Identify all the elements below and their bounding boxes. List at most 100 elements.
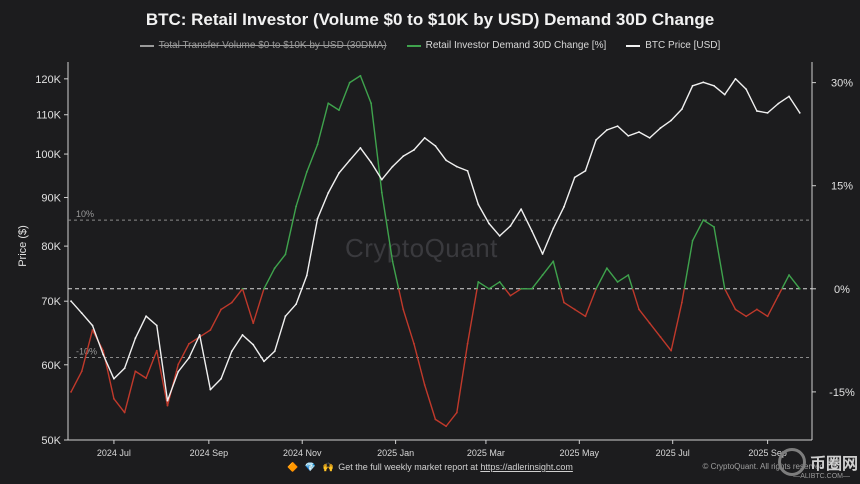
demand-point: [755, 308, 758, 311]
demand-segment: [252, 288, 265, 324]
price-point: [188, 357, 190, 359]
demand-segment: [397, 288, 404, 310]
demand-point: [220, 308, 222, 311]
price-point: [70, 300, 72, 303]
price-point: [198, 334, 201, 336]
demand-segment: [766, 294, 780, 317]
price-point: [402, 155, 405, 158]
demand-segment: [434, 418, 447, 427]
demand-point: [177, 363, 180, 366]
demand-segment: [627, 274, 634, 290]
demand-segment: [510, 288, 522, 297]
demand-segment: [734, 308, 747, 317]
demand-point: [509, 294, 512, 297]
price-point: [541, 253, 544, 255]
legend-swatch-btc-price: [626, 44, 641, 47]
price-point: [723, 93, 726, 96]
price-point: [766, 111, 769, 114]
demand-segment: [220, 301, 233, 311]
y-right-tick-label: 0%: [834, 284, 850, 296]
demand-segment: [649, 322, 662, 338]
price-point: [241, 334, 244, 336]
y-left-tick-label: 80K: [41, 241, 61, 253]
demand-point: [766, 315, 769, 318]
y-left-tick-label: 60K: [41, 360, 61, 372]
copyright-credit: © CryptoQuant. All rights reserved: [702, 462, 825, 471]
price-point: [509, 225, 512, 227]
demand-segment: [263, 267, 276, 290]
price-point: [134, 337, 137, 340]
demand-point: [284, 253, 287, 256]
price-point: [80, 312, 83, 315]
demand-point: [113, 397, 115, 400]
demand-point: [263, 287, 265, 290]
y-left-tick-label: 110K: [36, 110, 62, 122]
demand-segment: [541, 260, 554, 276]
demand-point: [134, 370, 137, 373]
x-tick-label: 2025 Jul: [656, 448, 690, 458]
demand-point: [659, 336, 662, 338]
demand-point: [295, 205, 297, 208]
price-point: [616, 125, 619, 128]
demand-point: [648, 322, 651, 325]
demand-segment: [381, 191, 394, 263]
legend-item-retail-demand[interactable]: Retail Investor Demand 30D Change [%]: [406, 40, 606, 51]
price-point: [145, 315, 147, 318]
demand-segment: [683, 240, 694, 289]
demand-segment: [595, 267, 608, 290]
price-point: [466, 169, 469, 172]
demand-segment: [123, 370, 137, 414]
price-point: [305, 274, 308, 277]
price-point: [220, 377, 222, 380]
demand-segment: [781, 274, 790, 290]
demand-point: [145, 377, 147, 380]
price-point: [713, 84, 715, 87]
price-point: [755, 110, 758, 112]
price-point: [563, 205, 565, 208]
x-tick-label: 2025 Sep: [748, 448, 787, 458]
price-point: [455, 165, 458, 168]
demand-segment: [466, 288, 478, 344]
demand-segment: [295, 171, 308, 208]
x-tick-label: 2024 Nov: [283, 448, 322, 458]
logo-subtext: —ALIBTC.COM—: [793, 473, 850, 480]
demand-point: [488, 287, 490, 290]
demand-segment: [552, 261, 562, 289]
price-point: [659, 127, 662, 129]
legend-item-transfer-volume[interactable]: Total Transfer Volume $0 to $10K by USD …: [139, 40, 387, 51]
footer-text: Get the full weekly market report at: [338, 462, 478, 472]
demand-segment: [81, 329, 94, 372]
y-left-tick-label: 90K: [41, 193, 61, 205]
demand-point: [209, 329, 212, 331]
price-point: [338, 172, 340, 174]
y-left-tick-label: 100K: [35, 149, 61, 161]
price-point: [348, 159, 351, 162]
demand-segment: [134, 370, 147, 379]
demand-point: [241, 287, 244, 290]
demand-point: [680, 301, 683, 304]
demand-segment: [504, 288, 511, 297]
demand-point: [348, 81, 351, 84]
demand-point: [691, 239, 694, 242]
y-right-tick-label: -15%: [829, 387, 855, 399]
chart-legend: Total Transfer Volume $0 to $10K by USD …: [0, 40, 860, 51]
demand-point: [230, 301, 233, 304]
price-point: [123, 367, 126, 370]
legend-item-btc-price[interactable]: BTC Price [USD]: [626, 40, 720, 51]
demand-point: [745, 315, 748, 318]
demand-segment: [391, 261, 400, 289]
price-point: [230, 350, 233, 353]
price-point: [680, 108, 683, 111]
footer-link[interactable]: https://adlerinsight.com: [480, 462, 573, 472]
price-point: [530, 230, 533, 232]
demand-point: [70, 390, 72, 393]
demand-segment: [177, 343, 190, 366]
demand-segment: [241, 288, 254, 324]
demand-point: [702, 219, 705, 221]
y-right-tick-label: 15%: [831, 181, 853, 193]
demand-point: [563, 301, 565, 304]
demand-segment: [616, 274, 629, 283]
price-point: [209, 388, 212, 391]
price-point: [284, 315, 287, 318]
demand-point: [777, 294, 780, 297]
